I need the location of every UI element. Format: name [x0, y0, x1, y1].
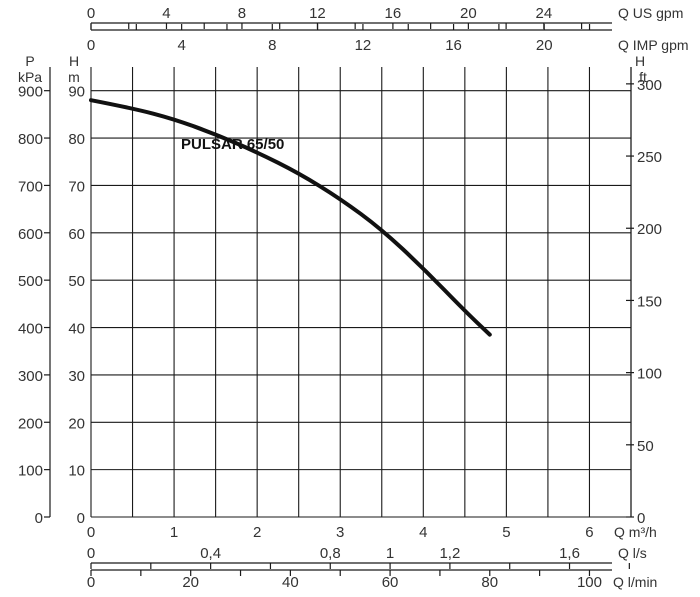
tick-label-x-ls: 0	[87, 545, 95, 562]
tick-label-x-lmin: 80	[481, 574, 498, 591]
tick-label-x-m3h: 6	[585, 524, 593, 541]
tick-label-y-m: 0	[77, 510, 85, 527]
axis-unit-ft-bottom: ft	[639, 69, 647, 85]
tick-label-x-us-gpm: 12	[309, 5, 326, 22]
tick-label-x-imp-gpm: 12	[355, 37, 372, 54]
grid-lines	[90, 67, 632, 518]
axis-unit-m-top: H	[69, 53, 79, 69]
tick-label-y-kpa: 800	[18, 131, 43, 148]
tick-label-x-m3h: 1	[170, 524, 178, 541]
tick-label-x-m3h: 3	[336, 524, 344, 541]
tick-labels: 0102030405060708090010020030040050060070…	[18, 5, 689, 591]
tick-label-x-ls: 0,4	[200, 545, 221, 562]
curve-label-pulsar-65-50: PULSAR 65/50	[181, 136, 284, 153]
tick-label-x-ls: 1,2	[439, 545, 460, 562]
tick-label-y-ft: 0	[637, 510, 645, 527]
axis-unit-ft-top: H	[635, 53, 645, 69]
tick-label-x-us-gpm: 20	[460, 5, 477, 22]
tick-label-x-ls: 1	[386, 545, 394, 562]
tick-label-y-kpa: 700	[18, 178, 43, 195]
tick-label-y-m: 80	[68, 131, 85, 148]
tick-label-y-kpa: 900	[18, 84, 43, 101]
curve-layer	[89, 98, 492, 337]
tick-label-y-kpa: 300	[18, 368, 43, 385]
tick-label-x-imp-gpm: 20	[536, 37, 553, 54]
axis-unit-kpa-bottom: kPa	[18, 69, 42, 85]
tick-label-y-m: 40	[68, 321, 85, 338]
tick-label-y-m: 60	[68, 226, 85, 243]
tick-label-x-us-gpm: 16	[385, 5, 402, 22]
tick-label-y-ft: 50	[637, 438, 654, 455]
tick-label-y-ft: 250	[637, 149, 662, 166]
tick-label-x-ls: 1,6	[559, 545, 580, 562]
tick-label-y-m: 70	[68, 178, 85, 195]
tick-label-y-m: 90	[68, 84, 85, 101]
tick-label-y-m: 20	[68, 415, 85, 432]
tick-label-x-m3h: 5	[502, 524, 510, 541]
tick-label-x-lmin: 100	[577, 574, 602, 591]
axis-unit-m3h: Q m³/h	[614, 524, 657, 540]
tick-label-x-us-gpm: 4	[162, 5, 170, 22]
tick-label-x-imp-gpm: 4	[177, 37, 185, 54]
tick-label-y-ft: 200	[637, 221, 662, 238]
tick-label-y-m: 10	[68, 463, 85, 480]
tick-label-y-kpa: 500	[18, 273, 43, 290]
tick-label-x-imp-gpm: 16	[445, 37, 462, 54]
tick-label-y-ft: 150	[637, 293, 662, 310]
axis-unit-m-bottom: m	[68, 69, 80, 85]
tick-label-x-m3h: 0	[87, 524, 95, 541]
tick-label-x-m3h: 4	[419, 524, 427, 541]
tick-label-y-kpa: 100	[18, 463, 43, 480]
tick-label-y-m: 50	[68, 273, 85, 290]
tick-label-x-imp-gpm: 8	[268, 37, 276, 54]
tick-label-y-m: 30	[68, 368, 85, 385]
tick-label-y-kpa: 0	[35, 510, 43, 527]
tick-label-x-us-gpm: 0	[87, 5, 95, 22]
tick-label-x-imp-gpm: 0	[87, 37, 95, 54]
axis-unit-lmin: Q l/min	[613, 574, 657, 590]
tick-label-x-ls: 0,8	[320, 545, 341, 562]
tick-label-x-lmin: 40	[282, 574, 299, 591]
axis-unit-ls: Q l/s	[618, 545, 647, 561]
tick-label-x-lmin: 20	[182, 574, 199, 591]
tick-label-y-kpa: 400	[18, 321, 43, 338]
axis-unit-kpa-top: P	[25, 53, 34, 69]
tick-label-y-ft: 100	[637, 366, 662, 383]
series-line-pulsar-65-50	[89, 98, 492, 337]
tick-label-y-ft: 300	[637, 77, 662, 94]
tick-label-y-kpa: 200	[18, 415, 43, 432]
axis-unit-imp-gpm: Q IMP gpm	[618, 37, 689, 53]
tick-label-x-lmin: 0	[87, 574, 95, 591]
tick-label-x-us-gpm: 8	[238, 5, 246, 22]
tick-label-x-lmin: 60	[382, 574, 399, 591]
tick-label-x-m3h: 2	[253, 524, 261, 541]
tick-label-x-us-gpm: 24	[536, 5, 553, 22]
axes	[44, 22, 634, 576]
axis-unit-us-gpm: Q US gpm	[618, 5, 683, 21]
tick-label-y-kpa: 600	[18, 226, 43, 243]
